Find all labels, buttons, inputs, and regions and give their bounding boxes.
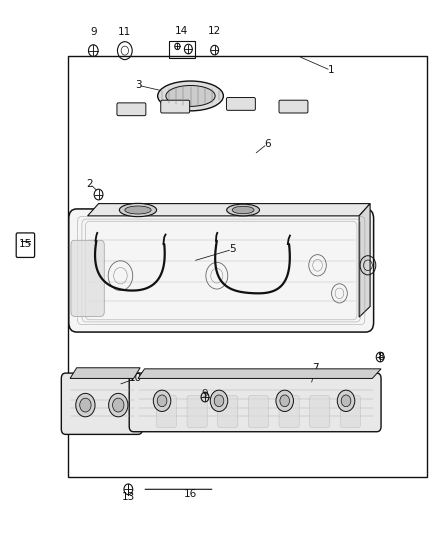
Circle shape bbox=[80, 398, 91, 412]
Circle shape bbox=[153, 390, 171, 411]
Bar bbox=[169, 41, 195, 58]
Ellipse shape bbox=[226, 204, 259, 216]
Circle shape bbox=[113, 398, 124, 412]
FancyBboxPatch shape bbox=[279, 100, 308, 113]
Bar bbox=[68, 56, 427, 477]
Polygon shape bbox=[138, 369, 381, 378]
Text: 10: 10 bbox=[129, 374, 142, 383]
FancyBboxPatch shape bbox=[340, 395, 360, 427]
Text: 1: 1 bbox=[327, 66, 334, 75]
Text: 12: 12 bbox=[208, 27, 221, 36]
Text: 3: 3 bbox=[134, 80, 141, 90]
Ellipse shape bbox=[125, 206, 151, 214]
FancyBboxPatch shape bbox=[226, 98, 255, 110]
FancyBboxPatch shape bbox=[61, 373, 142, 434]
Circle shape bbox=[76, 393, 95, 417]
Ellipse shape bbox=[158, 81, 223, 111]
Text: 7: 7 bbox=[312, 363, 319, 373]
FancyBboxPatch shape bbox=[71, 240, 104, 317]
Polygon shape bbox=[88, 204, 370, 216]
Text: 9: 9 bbox=[90, 27, 97, 37]
Circle shape bbox=[157, 395, 167, 407]
FancyBboxPatch shape bbox=[187, 395, 207, 427]
Circle shape bbox=[280, 395, 290, 407]
Circle shape bbox=[341, 395, 351, 407]
FancyBboxPatch shape bbox=[279, 395, 299, 427]
FancyBboxPatch shape bbox=[310, 395, 330, 427]
Ellipse shape bbox=[232, 206, 254, 214]
Text: 16: 16 bbox=[184, 489, 197, 499]
Circle shape bbox=[109, 393, 128, 417]
Circle shape bbox=[337, 390, 355, 411]
Polygon shape bbox=[359, 204, 370, 317]
FancyBboxPatch shape bbox=[69, 209, 374, 332]
Circle shape bbox=[210, 390, 228, 411]
FancyBboxPatch shape bbox=[117, 103, 146, 116]
FancyBboxPatch shape bbox=[248, 395, 268, 427]
FancyBboxPatch shape bbox=[156, 395, 177, 427]
Text: 9: 9 bbox=[201, 390, 208, 399]
FancyBboxPatch shape bbox=[129, 373, 381, 432]
Text: 5: 5 bbox=[229, 245, 236, 254]
Ellipse shape bbox=[119, 203, 157, 217]
Ellipse shape bbox=[166, 85, 215, 107]
Text: 8: 8 bbox=[378, 352, 385, 362]
FancyBboxPatch shape bbox=[218, 395, 238, 427]
Text: 4: 4 bbox=[198, 96, 205, 106]
Text: 13: 13 bbox=[122, 492, 135, 502]
Circle shape bbox=[276, 390, 293, 411]
Polygon shape bbox=[70, 368, 140, 378]
FancyBboxPatch shape bbox=[161, 100, 190, 113]
Text: 6: 6 bbox=[264, 139, 271, 149]
Text: 14: 14 bbox=[175, 26, 188, 36]
Text: 11: 11 bbox=[118, 27, 131, 37]
Text: 2: 2 bbox=[86, 179, 93, 189]
Text: 15: 15 bbox=[19, 239, 32, 249]
Circle shape bbox=[214, 395, 224, 407]
